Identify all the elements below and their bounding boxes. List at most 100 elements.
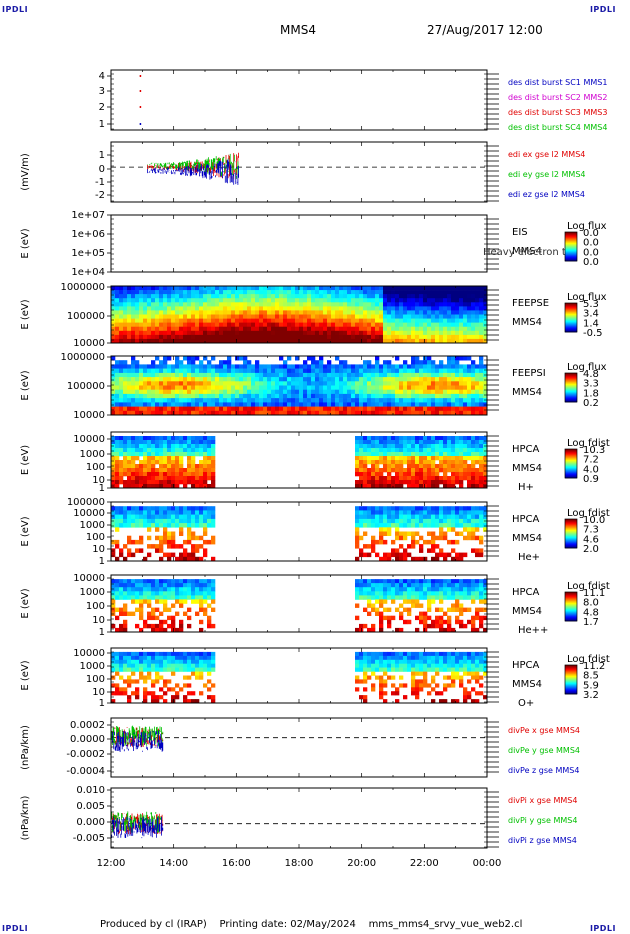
colorbar-tick: 8.0 [583, 598, 599, 609]
panel-hpca_o: 10000 1000 100 101 E (eV) HPCA MMS4 O+ Log fdist… [20, 647, 610, 709]
ytick-label: 1 [99, 556, 105, 567]
burst-point-1 [139, 75, 142, 77]
instrument-label: MMS4 [512, 463, 542, 474]
legend-entry: des dist burst SC3 MMS3 [508, 108, 607, 117]
ytick-label: -0.005 [73, 833, 105, 844]
colorbar-tick: 5.9 [583, 680, 599, 691]
colorbar [564, 518, 578, 549]
ytick-label: 4 [99, 71, 105, 82]
ytick-label: -1 [95, 177, 105, 188]
footer-filename: mms_mms4_srvy_vue_web2.cl [368, 919, 523, 930]
ytick-label: 0 [99, 164, 105, 175]
ylabel: E (eV) [20, 228, 31, 258]
colorbar-tick: 8.5 [583, 671, 599, 682]
ylabel: E (eV) [20, 445, 31, 475]
ytick-label: 1e+07 [71, 210, 105, 221]
ytick-label: 100000 [67, 497, 105, 508]
xtick-label: 20:00 [347, 858, 376, 869]
colorbar-tick: 3.3 [583, 379, 599, 390]
ylabel: (mV/m) [20, 153, 31, 191]
ylabel: (nPa/km) [20, 796, 31, 841]
colorbar-tick: 0.2 [583, 398, 599, 409]
corner-label-bl: IPDLI [2, 924, 29, 933]
colorbar-title: Log fdist [567, 581, 610, 592]
ytick-label: 1000000 [60, 282, 105, 293]
instrument-label: HPCA [512, 587, 540, 598]
colorbar-tick: 1.8 [583, 388, 599, 399]
instrument-label: HPCA [512, 660, 540, 671]
colorbar-tick: 4.6 [583, 534, 599, 545]
ylabel: E (eV) [20, 588, 31, 618]
instrument-label: HPCA [512, 514, 540, 525]
overlay-text: Heavy electron to [483, 247, 572, 258]
series-3 [147, 159, 239, 185]
panel-burst-plot [139, 75, 142, 125]
xtick-label: 12:00 [97, 858, 126, 869]
colorbar-title: Log flux [567, 362, 607, 373]
ytick-label: 0.0000 [70, 734, 105, 745]
ytick-label: 100000 [67, 381, 105, 392]
burst-point-4 [139, 123, 142, 125]
ytick-label: 10 [92, 615, 105, 626]
panel-divpi-plot [110, 811, 487, 839]
legend-entry: divPi x gse MMS4 [508, 796, 577, 805]
legend-entry: divPe y gse MMS4 [508, 746, 580, 755]
colorbar [564, 591, 578, 622]
ytick-label: 10000 [73, 573, 105, 584]
ytick-label: 1 [99, 698, 105, 709]
ytick-label: 10 [92, 544, 105, 555]
panel-hpca_h: 10000 1000 100 101 E (eV) HPCA MMS4 H+ Log fdist… [20, 431, 610, 494]
xtick-label: 16:00 [222, 858, 251, 869]
instrument-label: FEEPSI [512, 368, 546, 379]
colorbar-tick: 7.3 [583, 525, 599, 536]
ytick-label: 1 [99, 483, 105, 494]
ytick-label: 100000 [67, 311, 105, 322]
panel-divpi: 0.010 0.005 0.000 -0.005 (nPa/km) divPi x gse… [20, 785, 577, 849]
instrument-label: He+ [518, 552, 540, 563]
colorbar-tick: 2.0 [583, 544, 599, 555]
legend-entry: edi ez gse l2 MMS4 [508, 190, 585, 199]
ytick-label: 3 [99, 86, 105, 97]
ytick-label: 1000000 [60, 352, 105, 363]
ytick-label: -2 [95, 190, 105, 201]
xtick-label: 14:00 [159, 858, 188, 869]
panel-feepse-plot [111, 286, 488, 344]
panel-hpca_o-plot [111, 651, 488, 704]
panel-hpca_he-plot [111, 506, 488, 562]
colorbar [564, 448, 578, 479]
ytick-label: 0.010 [76, 785, 105, 796]
colorbar-tick: 0.0 [583, 257, 599, 268]
panel-burst: 4 3 2 1 des dist burst SC1 MMS1 des dist burs… [99, 69, 607, 132]
colorbar-title: Log flux [567, 292, 607, 303]
corner-label-br: IPDLI [589, 924, 616, 933]
ytick-label: 2 [99, 102, 105, 113]
ytick-label: -0.0004 [66, 766, 105, 777]
ytick-label: 10000 [73, 410, 105, 421]
ytick-label: 10 [92, 687, 105, 698]
legend-entry: des dist burst SC1 MMS1 [508, 78, 607, 87]
legend-entry: divPi y gse MMS4 [508, 816, 577, 825]
panel-divpe: 0.0002 0.0000 -0.0002 -0.0004 (nPa/km) divPe … [20, 717, 580, 778]
panel-frame [110, 787, 488, 849]
colorbar-tick: 11.2 [583, 661, 605, 672]
burst-point-3 [139, 106, 142, 108]
colorbar-tick: 10.0 [583, 515, 605, 526]
colorbar-tick: 5.3 [583, 299, 599, 310]
colorbar [564, 231, 578, 262]
ytick-label: 100 [86, 674, 105, 685]
ylabel: (nPa/km) [20, 725, 31, 770]
panel-efield-plot [111, 152, 487, 185]
panel-frame [110, 69, 488, 131]
panel-hpca_h-plot [111, 436, 488, 489]
panel-divpe-plot [110, 725, 487, 752]
ytick-label: 10 [92, 475, 105, 486]
colorbar-tick: 0.0 [583, 247, 599, 258]
corner-label-tr: IPDLI [589, 5, 616, 14]
ylabel: E (eV) [20, 516, 31, 546]
panel-feepsi-plot [111, 356, 488, 416]
legend-entry: divPe x gse MMS4 [508, 726, 580, 735]
instrument-label: MMS4 [512, 246, 542, 257]
colorbar-title: Log fdist [567, 508, 610, 519]
colorbar-tick: 0.9 [583, 474, 599, 485]
